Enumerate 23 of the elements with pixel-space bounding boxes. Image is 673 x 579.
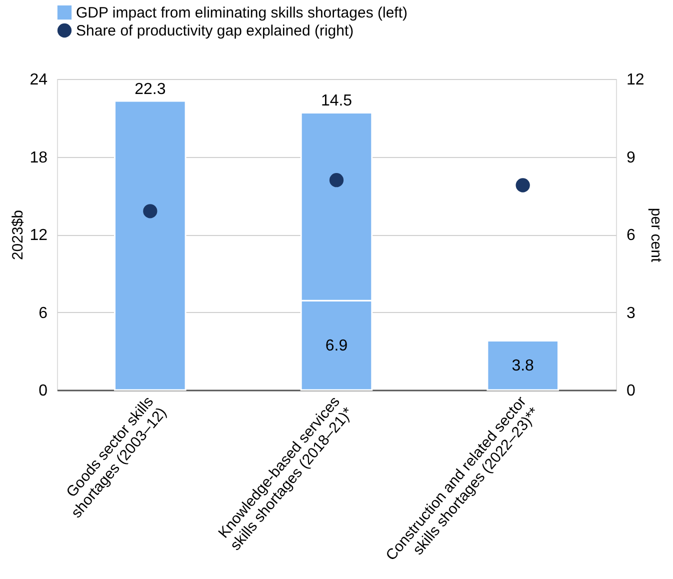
y-axis-title: 2023$b (10, 210, 27, 260)
y2-tick-label: 0 (626, 382, 636, 400)
y2-axis-title: per cent (647, 208, 664, 263)
y2-tick-label: 9 (626, 149, 636, 166)
point (516, 178, 530, 192)
data-label: 3.8 (512, 357, 534, 374)
point (143, 204, 158, 218)
bar (486, 340, 559, 391)
y2-tick-label: 12 (626, 72, 644, 88)
legend-label: GDP impact from eliminating skills shortages (left) (76, 4, 408, 22)
y2-tick-label: 6 (626, 227, 636, 244)
y-tick-label: 24 (30, 72, 48, 88)
bar (114, 100, 186, 391)
y-tick-label: 0 (38, 382, 48, 400)
y-tick-label: 12 (30, 227, 48, 244)
data-label: 22.3 (134, 81, 166, 98)
data-label: 6.9 (325, 337, 348, 354)
legend-label: Share of productivity gap explained (right) (76, 22, 354, 40)
data-label: 14.5 (320, 92, 352, 110)
y-tick-label: 6 (38, 304, 48, 322)
y2-tick-label: 3 (626, 304, 636, 322)
point (329, 173, 344, 188)
y-tick-label: 18 (30, 149, 48, 166)
